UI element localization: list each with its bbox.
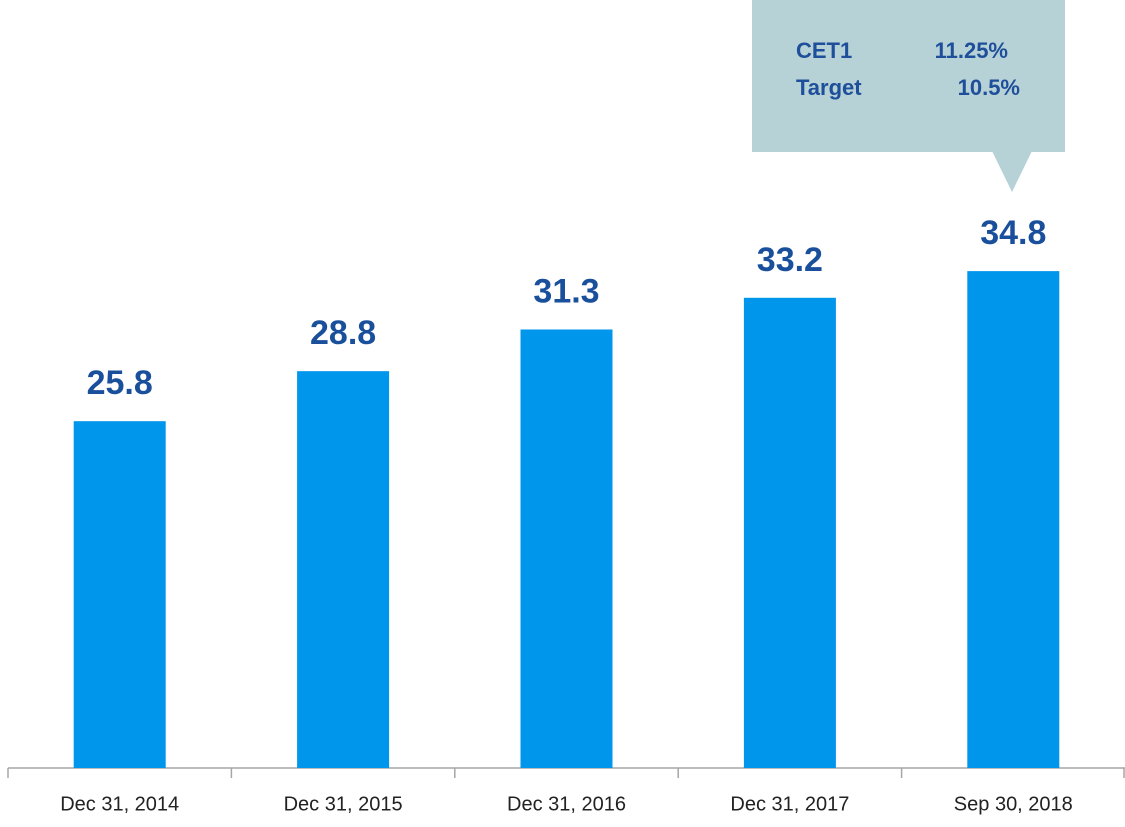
bar xyxy=(967,271,1060,768)
callout: CET1 11.25% Target 10.5% xyxy=(752,0,1065,192)
x-tick-label: Dec 31, 2015 xyxy=(284,793,403,815)
bar xyxy=(73,421,166,768)
value-label: 33.2 xyxy=(757,241,823,279)
x-tick-label: Dec 31, 2014 xyxy=(60,793,179,815)
callout-pointer xyxy=(992,151,1032,192)
annotation-value: 11.25% xyxy=(935,38,1008,63)
value-label: 31.3 xyxy=(533,272,599,310)
value-label: 34.8 xyxy=(980,214,1046,252)
x-tick-label: Dec 31, 2017 xyxy=(730,793,849,815)
callout-box xyxy=(752,0,1065,152)
annotation-label: Target xyxy=(796,75,862,100)
bar xyxy=(743,297,836,768)
annotation-label: CET1 xyxy=(796,38,852,63)
value-label: 28.8 xyxy=(310,314,376,352)
bar xyxy=(297,371,390,768)
x-tick-label: Dec 31, 2016 xyxy=(507,793,626,815)
x-tick-label: Sep 30, 2018 xyxy=(954,793,1073,815)
bar xyxy=(520,329,613,768)
value-label: 25.8 xyxy=(87,364,153,402)
annotation-value: 10.5% xyxy=(958,75,1020,100)
